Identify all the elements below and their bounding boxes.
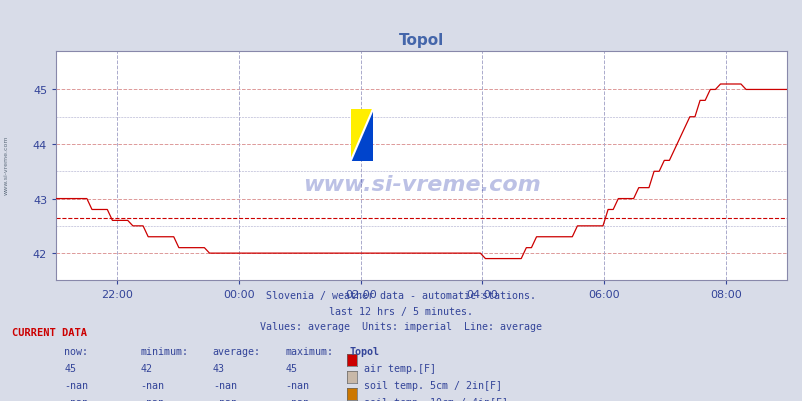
- Text: soil temp. 10cm / 4in[F]: soil temp. 10cm / 4in[F]: [363, 397, 507, 401]
- Text: 45: 45: [64, 363, 76, 373]
- Text: CURRENT DATA: CURRENT DATA: [12, 327, 87, 337]
- Text: 42: 42: [140, 363, 152, 373]
- Text: last 12 hrs / 5 minutes.: last 12 hrs / 5 minutes.: [329, 306, 473, 316]
- Text: 45: 45: [285, 363, 297, 373]
- Text: -nan: -nan: [213, 397, 237, 401]
- Text: www.si-vreme.com: www.si-vreme.com: [302, 175, 540, 194]
- Text: -nan: -nan: [64, 380, 88, 390]
- Text: Slovenia / weather data - automatic stations.: Slovenia / weather data - automatic stat…: [266, 291, 536, 301]
- Text: -nan: -nan: [64, 397, 88, 401]
- Text: maximum:: maximum:: [285, 346, 333, 356]
- Text: -nan: -nan: [285, 397, 309, 401]
- Polygon shape: [350, 110, 373, 162]
- Text: average:: average:: [213, 346, 261, 356]
- Title: Topol: Topol: [399, 33, 444, 48]
- Text: air temp.[F]: air temp.[F]: [363, 363, 435, 373]
- Polygon shape: [350, 110, 373, 162]
- Text: -nan: -nan: [285, 380, 309, 390]
- Text: -nan: -nan: [140, 397, 164, 401]
- Text: Values: average  Units: imperial  Line: average: Values: average Units: imperial Line: av…: [260, 321, 542, 331]
- Text: 43: 43: [213, 363, 225, 373]
- Text: soil temp. 5cm / 2in[F]: soil temp. 5cm / 2in[F]: [363, 380, 501, 390]
- Text: -nan: -nan: [140, 380, 164, 390]
- Text: www.si-vreme.com: www.si-vreme.com: [4, 135, 9, 194]
- Text: minimum:: minimum:: [140, 346, 188, 356]
- Text: -nan: -nan: [213, 380, 237, 390]
- Text: Topol: Topol: [349, 346, 379, 356]
- Text: now:: now:: [64, 346, 88, 356]
